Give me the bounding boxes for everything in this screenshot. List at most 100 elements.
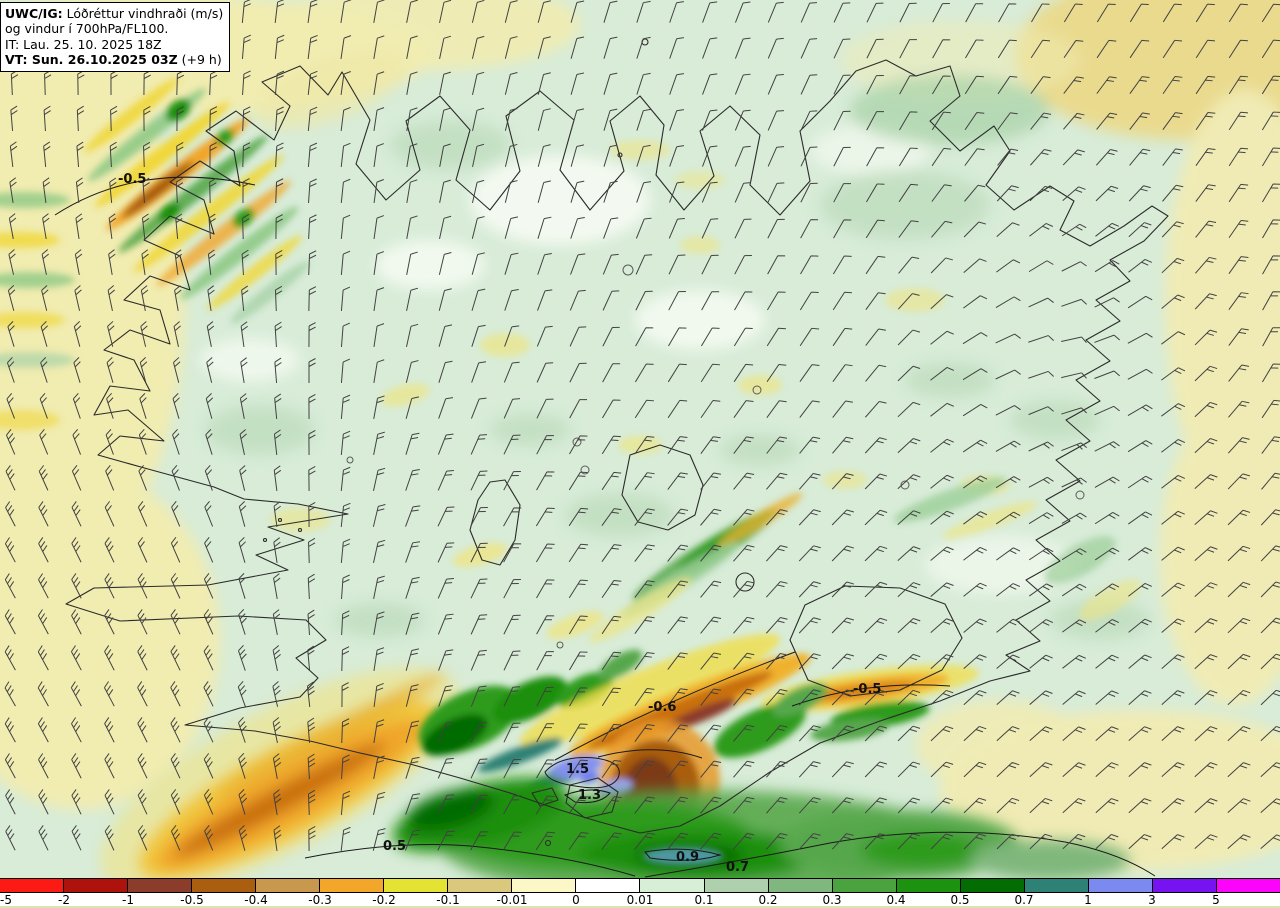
wind-barb	[601, 471, 622, 491]
wind-barb	[143, 141, 151, 168]
wind-barb	[137, 537, 148, 563]
wind-barb	[601, 579, 622, 599]
wind-barb	[897, 293, 920, 310]
wind-barb	[472, 143, 485, 167]
wind-barb	[700, 688, 721, 706]
wind-barb	[669, 73, 684, 95]
wind-barb	[733, 760, 755, 778]
wind-barb	[307, 753, 316, 780]
wind-barb	[38, 753, 49, 779]
wind-barb	[668, 291, 686, 311]
wind-barb	[798, 761, 821, 778]
central-streaks	[588, 492, 803, 643]
wind-barb	[700, 508, 722, 526]
wind-barb	[470, 542, 488, 563]
wind-barb	[831, 725, 854, 742]
wind-barb	[570, 0, 585, 23]
wind-barb	[373, 719, 385, 743]
wind-barb	[405, 612, 420, 635]
wind-barb	[965, 3, 984, 23]
wind-barb	[1161, 221, 1184, 238]
wind-barb	[602, 326, 620, 347]
wind-barb	[832, 436, 854, 454]
wind-barb	[1261, 111, 1280, 131]
wind-barb	[1029, 583, 1054, 597]
wind-barb	[1228, 256, 1249, 275]
wind-barb	[1061, 583, 1087, 597]
wind-barb	[4, 573, 16, 599]
wind-barb	[439, 35, 452, 59]
wind-barb	[1095, 762, 1119, 778]
colorbar-segment	[192, 879, 257, 892]
wind-barb	[41, 285, 49, 311]
wind-barb	[601, 508, 622, 526]
wind-barb	[897, 329, 921, 346]
wind-barb	[438, 251, 452, 275]
wind-barb	[373, 251, 385, 276]
product-title: Lóðréttur vindhraði (m/s)	[66, 6, 224, 21]
wind-barb	[734, 291, 753, 311]
wind-barb	[569, 687, 588, 707]
wind-barb	[963, 761, 987, 778]
wind-barb	[5, 825, 16, 851]
wind-barb	[667, 399, 688, 419]
wind-barb	[142, 177, 150, 204]
wind-barb	[636, 36, 651, 59]
wind-barb	[71, 537, 82, 563]
wind-barb	[274, 34, 285, 60]
wind-barb	[963, 654, 987, 669]
iceland-coastline	[65, 38, 1169, 847]
wind-barb	[1030, 39, 1051, 59]
wind-barb	[241, 34, 252, 60]
wind-barb	[702, 37, 718, 59]
wind-barb	[138, 465, 148, 491]
wind-barb	[669, 37, 684, 59]
wind-barb	[1095, 798, 1119, 814]
wind-barb	[1261, 436, 1280, 454]
wind-barb	[667, 472, 688, 490]
wind-barb	[406, 71, 418, 95]
wind-barb	[800, 255, 819, 275]
wind-barb	[1030, 76, 1051, 94]
wind-barb	[537, 144, 551, 167]
wind-barb	[603, 108, 618, 131]
wind-barb	[831, 473, 854, 490]
wind-barb	[470, 397, 487, 419]
wind-barb	[702, 1, 718, 23]
wind-barb	[833, 183, 851, 203]
wind-barb	[1129, 112, 1150, 130]
wind-barb	[70, 681, 82, 707]
wind-barb	[930, 402, 954, 417]
wind-barb	[602, 363, 621, 383]
wind-barb	[1262, 291, 1280, 311]
wind-barb	[1128, 798, 1152, 814]
wind-barb	[439, 107, 451, 131]
wind-barb	[340, 322, 351, 348]
wind-barb	[930, 546, 954, 561]
wind-barb	[1062, 762, 1086, 778]
wind-barb	[767, 37, 784, 59]
colorbar-segment	[1216, 879, 1280, 892]
wind-barb	[800, 182, 818, 203]
wind-barb	[1261, 183, 1280, 203]
wind-barb	[669, 109, 685, 131]
wind-barb	[964, 184, 986, 202]
wind-barb	[373, 215, 385, 240]
wind-barb	[439, 0, 452, 23]
wind-barb	[570, 253, 586, 275]
wind-barb	[240, 357, 248, 383]
field-broad-blobs	[0, 0, 1280, 870]
wind-barb	[568, 543, 589, 563]
wind-barb	[173, 357, 181, 383]
wind-barb	[831, 653, 855, 670]
wind-barb	[5, 501, 16, 527]
valid-time: VT: Sun. 26.10.2025 03Z	[5, 51, 178, 67]
wind-barb	[207, 285, 215, 311]
wind-barb	[930, 761, 954, 778]
wind-barb	[471, 288, 486, 311]
wind-barb	[1194, 510, 1218, 525]
wind-barb	[832, 327, 853, 347]
wind-barb	[832, 291, 852, 311]
wind-barb	[1061, 407, 1087, 415]
wind-barb	[1228, 219, 1249, 239]
